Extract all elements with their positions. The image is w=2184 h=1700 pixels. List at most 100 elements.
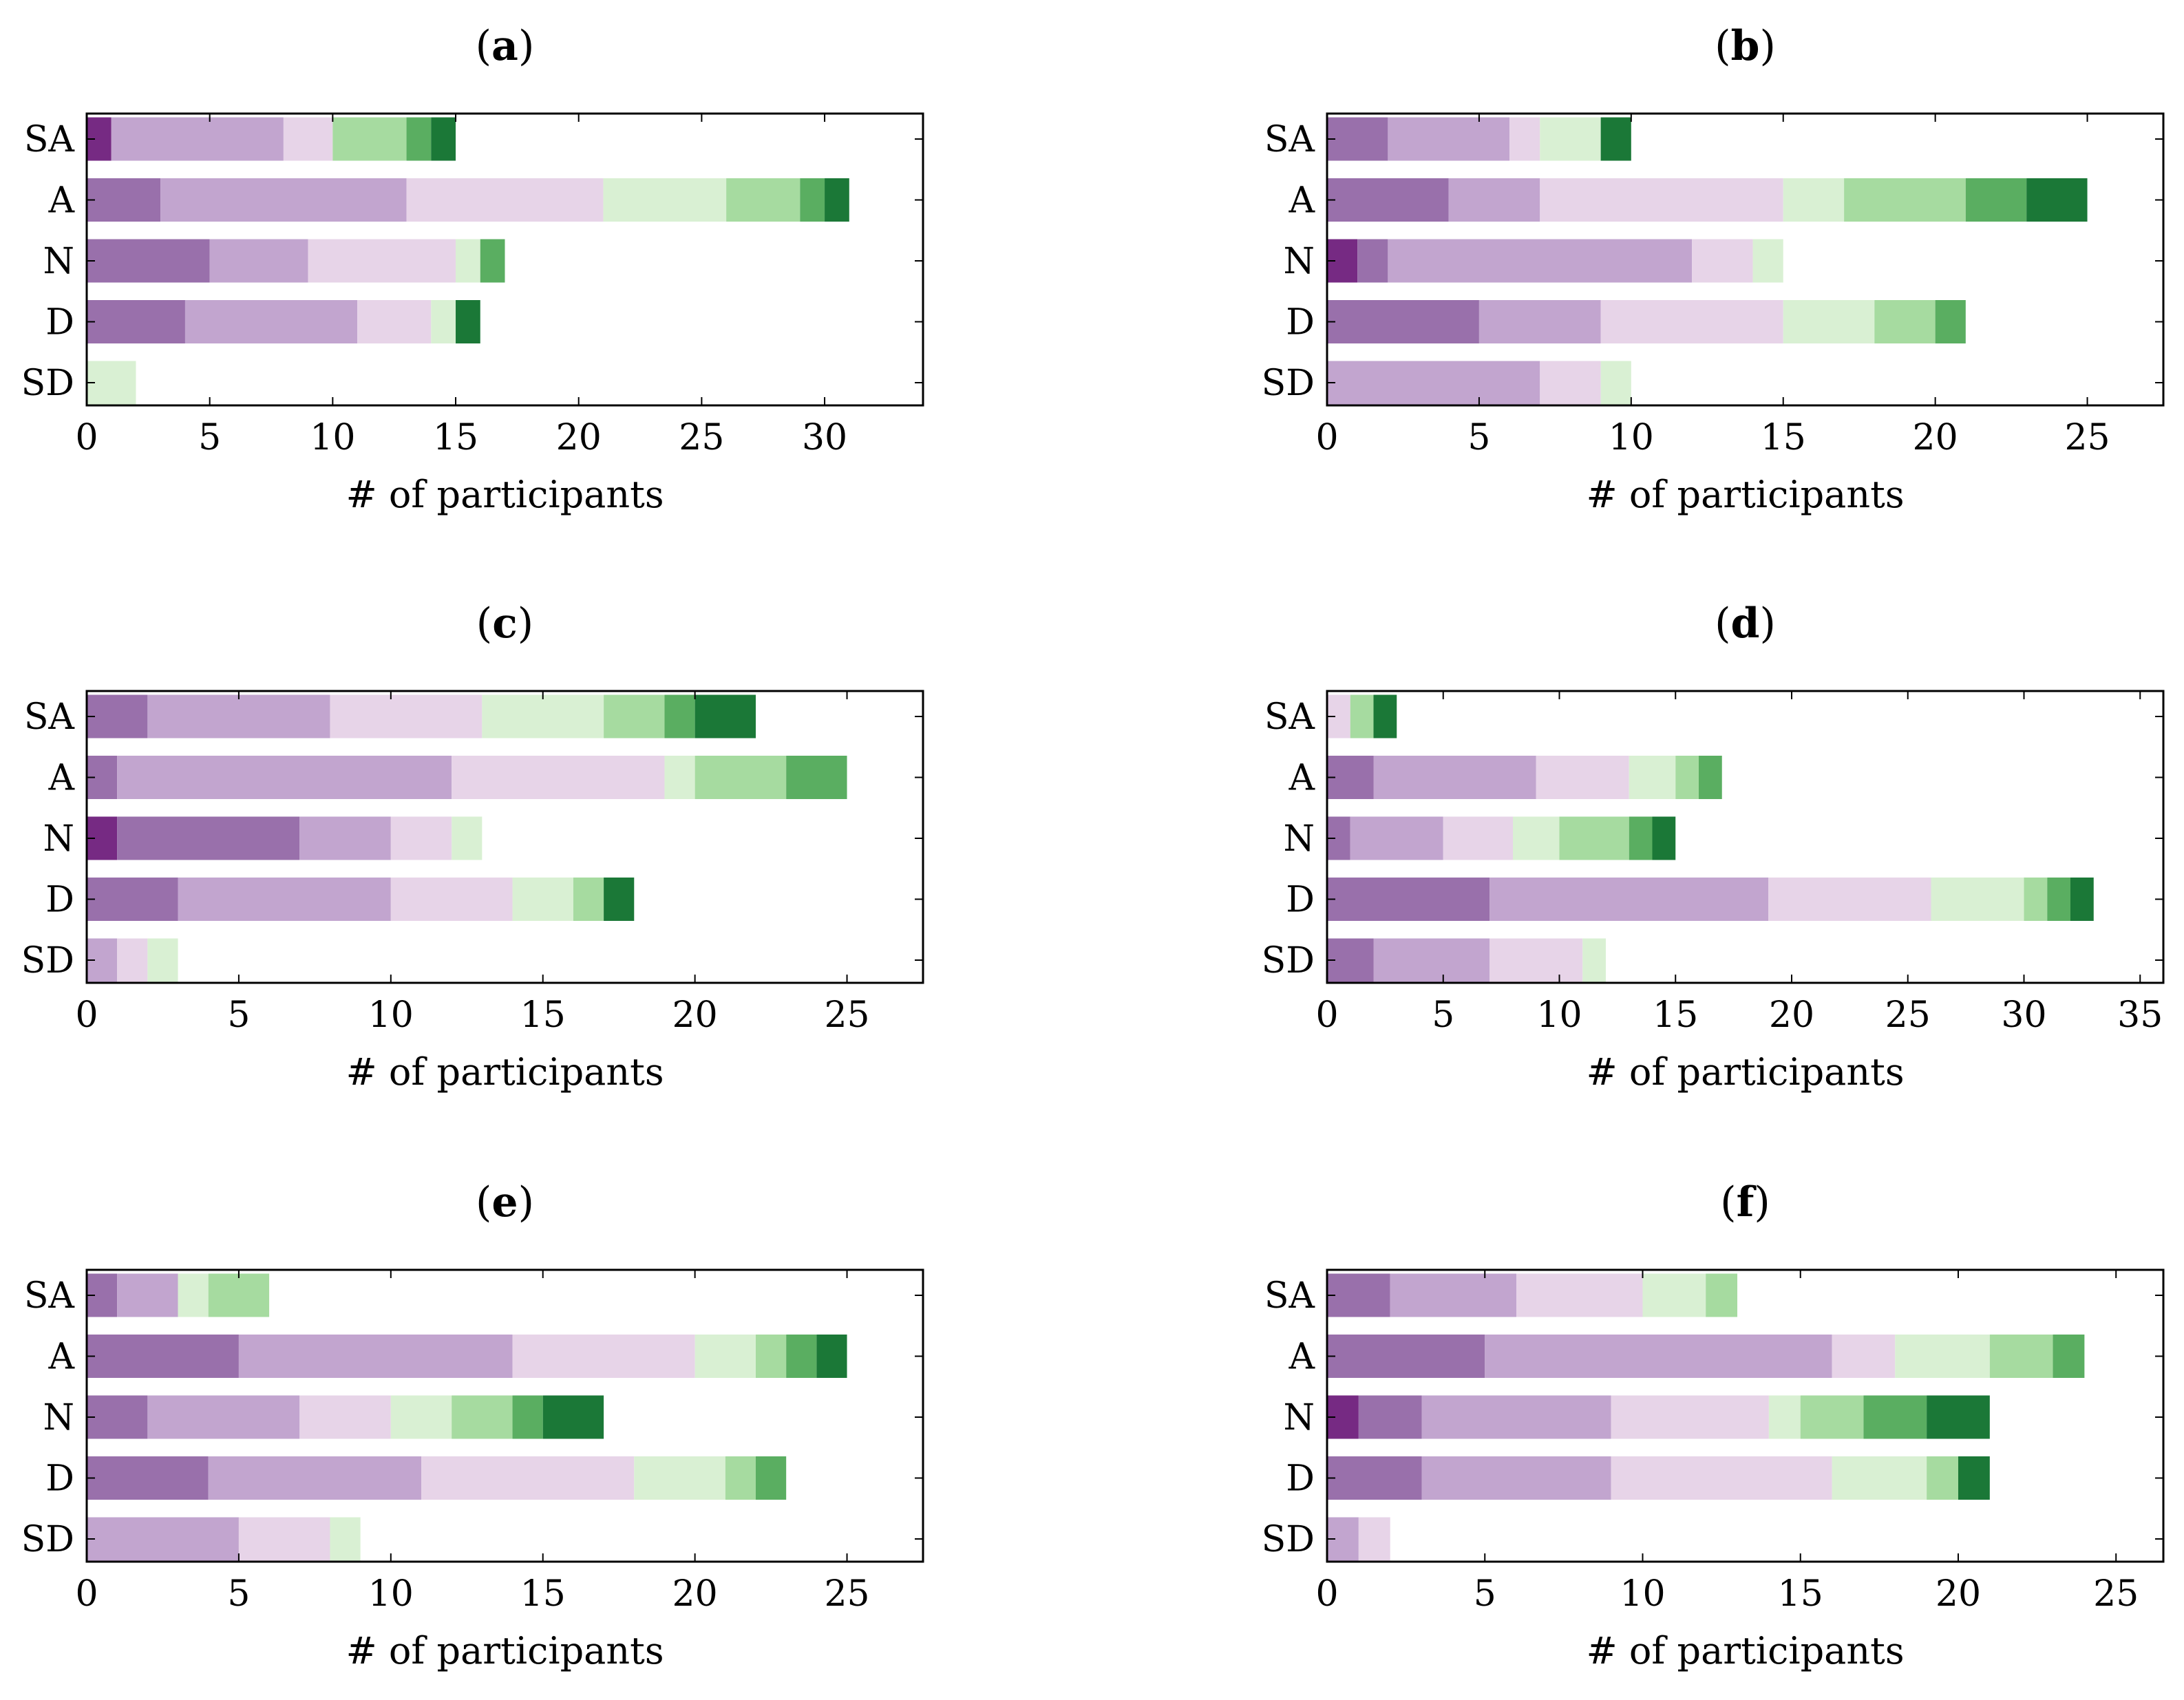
x-tick-label: 25 bbox=[679, 417, 724, 458]
bar-segment-SA-2 bbox=[117, 1273, 178, 1317]
bar-segment-A-2 bbox=[1485, 1335, 1832, 1378]
bar-segment-D-4 bbox=[512, 878, 573, 921]
y-tick-label-A: A bbox=[1288, 758, 1315, 799]
y-tick-label-A: A bbox=[47, 758, 75, 799]
bar-segment-D-6 bbox=[756, 1456, 787, 1500]
panel-title-d: (d) bbox=[1715, 599, 1776, 648]
y-tick-label-SA: SA bbox=[1264, 697, 1316, 738]
x-tick-label: 15 bbox=[520, 995, 566, 1036]
bar-segment-SA-4 bbox=[482, 694, 604, 739]
bar-segment-A-2 bbox=[1373, 756, 1536, 799]
bar-segment-N-2 bbox=[1350, 816, 1443, 860]
x-tick-label: 20 bbox=[1936, 1573, 1981, 1615]
bar-segment-SA-2 bbox=[1390, 1273, 1517, 1317]
bar-segment-N-1 bbox=[1358, 1395, 1422, 1439]
bar-segment-N-2 bbox=[1388, 239, 1693, 283]
bar-segment-D-7 bbox=[2070, 878, 2094, 921]
bar-segment-N-1 bbox=[1357, 239, 1388, 283]
x-tick-label: 25 bbox=[824, 1573, 869, 1615]
y-tick-label-D: D bbox=[1286, 302, 1315, 343]
bar-segment-D-2 bbox=[178, 878, 391, 921]
y-tick-label-N: N bbox=[43, 241, 75, 282]
bar-segment-A-5 bbox=[1989, 1335, 2053, 1378]
bar-segment-A-5 bbox=[695, 756, 787, 799]
x-tick-label: 20 bbox=[556, 417, 602, 458]
y-tick-label-D: D bbox=[1286, 880, 1315, 921]
chart-panel-b: (b) SA AND SD0 5 10 15 20 25 # of participants bbox=[1262, 22, 2165, 516]
panel-label: a bbox=[491, 22, 518, 70]
chart-panel-d: (d) SA AND SD0 5 10 15 20 25 30 35 # of participant… bbox=[1262, 599, 2165, 1094]
x-tick-label: 10 bbox=[368, 1573, 414, 1615]
bar-segment-A-1 bbox=[87, 1335, 239, 1378]
bar-segment-SD-4 bbox=[147, 938, 178, 982]
bar-segment-D-5 bbox=[573, 878, 604, 921]
y-tick-label-SA: SA bbox=[1264, 119, 1316, 160]
bar-segment-A-3 bbox=[452, 756, 665, 799]
bar-segment-N-1 bbox=[87, 239, 210, 283]
plot-frame bbox=[1326, 1268, 2165, 1563]
bar-segment-SA-1 bbox=[1327, 117, 1388, 161]
bar-segment-N-3 bbox=[1443, 816, 1513, 860]
x-tick-label: 10 bbox=[368, 995, 414, 1036]
y-tick-label-A: A bbox=[1288, 1337, 1315, 1378]
bar-segment-D-2 bbox=[1489, 878, 1769, 921]
y-tick-label-N: N bbox=[1284, 1397, 1315, 1438]
bar-segment-A-4 bbox=[695, 1335, 756, 1378]
bar-segment-SA-2 bbox=[111, 117, 284, 161]
bar-segment-SA-3 bbox=[283, 117, 333, 161]
bar-segment-D-3 bbox=[1768, 878, 1931, 921]
bar-segment-A-2 bbox=[1448, 178, 1540, 222]
bar-segment-SA-2 bbox=[1388, 117, 1510, 161]
panel-title-a: (a) bbox=[476, 22, 535, 70]
bar-segment-A-3 bbox=[1832, 1335, 1896, 1378]
plot-frame bbox=[85, 690, 924, 984]
bar-segment-N-7 bbox=[542, 1395, 604, 1439]
x-tick-label: 15 bbox=[1778, 1573, 1823, 1615]
bar-segment-N-6 bbox=[1863, 1395, 1927, 1439]
x-tick-label: 10 bbox=[1620, 1573, 1665, 1615]
bar-segment-SD-3 bbox=[1358, 1517, 1390, 1561]
x-tick-label: 15 bbox=[433, 417, 478, 458]
bar-segment-N-6 bbox=[512, 1395, 543, 1439]
bar-segment-SA-7 bbox=[695, 694, 756, 739]
bar-segment-D-3 bbox=[1600, 300, 1783, 343]
bar-segment-A-1 bbox=[1327, 178, 1449, 222]
x-tick-label: 5 bbox=[1474, 1573, 1496, 1615]
x-axis-title: # of participants bbox=[1586, 1050, 1904, 1094]
bar-segment-A-6 bbox=[800, 178, 825, 222]
y-tick-label-N: N bbox=[43, 818, 75, 860]
y-tick-label-N: N bbox=[43, 1397, 75, 1438]
x-tick-label: 0 bbox=[1315, 417, 1338, 458]
bar-segment-SD-3 bbox=[117, 938, 148, 982]
bar-segment-SA-5 bbox=[208, 1273, 270, 1317]
bar-segment-A-7 bbox=[816, 1335, 847, 1378]
bar-segment-N-5 bbox=[1800, 1395, 1864, 1439]
bar-segment-A-7 bbox=[825, 178, 849, 222]
chart-panel-a: (a) SA AND SD0 5 10 15 20 25 30 # of participants bbox=[21, 22, 924, 516]
bar-segment-SA-5 bbox=[332, 117, 407, 161]
bar-segment-D-1 bbox=[87, 300, 185, 343]
bar-segment-D-4 bbox=[1931, 878, 2024, 921]
bar-segment-D-6 bbox=[2047, 878, 2070, 921]
bar-segment-SA-6 bbox=[406, 117, 432, 161]
x-tick-label: 10 bbox=[1536, 995, 1582, 1036]
bar-segment-SD-3 bbox=[1540, 361, 1601, 405]
bar-segment-SA-7 bbox=[431, 117, 456, 161]
bar-segment-N-3 bbox=[390, 816, 452, 860]
bar-segment-D-7 bbox=[604, 878, 635, 921]
x-tick-label: 0 bbox=[1315, 1573, 1338, 1615]
bar-segment-A-7 bbox=[2026, 178, 2088, 222]
x-axis-title: # of participants bbox=[1586, 473, 1904, 516]
y-tick-label-D: D bbox=[45, 880, 74, 921]
bar-segment-A-3 bbox=[406, 178, 604, 222]
bar-segment-D-5 bbox=[2024, 878, 2048, 921]
y-tick-label-N: N bbox=[1284, 241, 1315, 282]
plot-frame bbox=[1326, 112, 2165, 407]
panel-label: f bbox=[1737, 1178, 1757, 1226]
bar-segment-N-2 bbox=[1421, 1395, 1611, 1439]
bar-segment-N-5 bbox=[452, 1395, 513, 1439]
bar-segment-N-4 bbox=[1752, 239, 1783, 283]
bar-segment-SA-5 bbox=[1350, 694, 1374, 739]
bar-segment-A-3 bbox=[1536, 756, 1629, 799]
bar-segment-SA-3 bbox=[1516, 1273, 1643, 1317]
